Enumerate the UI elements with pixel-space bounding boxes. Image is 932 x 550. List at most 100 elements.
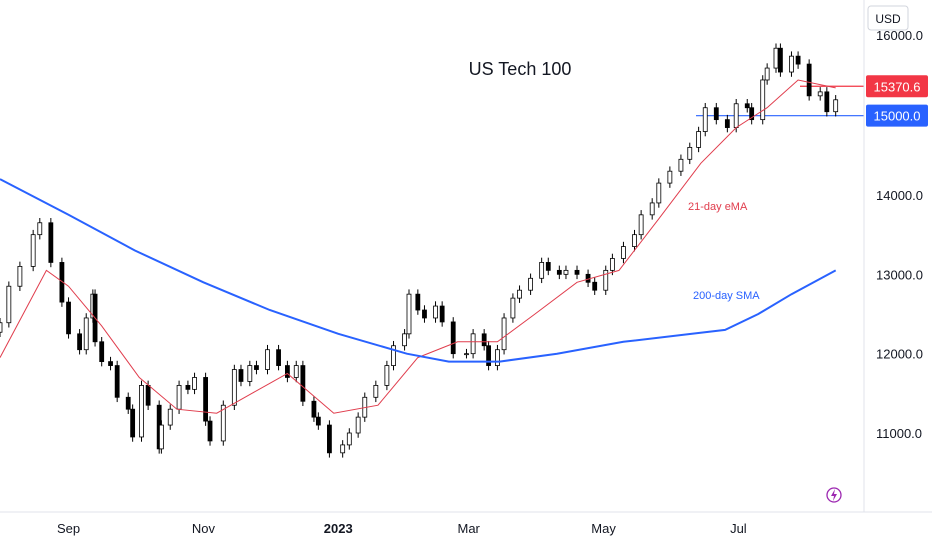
- x-tick-label: May: [591, 521, 616, 536]
- candle: [373, 384, 379, 398]
- candle: [773, 47, 779, 69]
- candle: [77, 333, 82, 351]
- candle: [276, 349, 281, 366]
- candle: [833, 99, 839, 113]
- candle: [99, 341, 105, 362]
- time-axis[interactable]: Sep Nov 2023 Mar May Jul: [57, 521, 747, 536]
- candle: [638, 214, 644, 236]
- candle: [384, 365, 390, 386]
- candle: [185, 384, 191, 390]
- x-tick-label: Jul: [730, 521, 747, 536]
- candle: [539, 262, 545, 279]
- candle: [678, 158, 684, 172]
- candle: [6, 285, 12, 324]
- candle: [439, 305, 445, 323]
- candle: [592, 281, 598, 291]
- candle: [340, 444, 346, 454]
- candle: [556, 269, 562, 275]
- candle: [778, 47, 783, 73]
- candle: [667, 170, 673, 184]
- sma-annotation: 200-day SMA: [693, 290, 760, 302]
- candle: [501, 317, 507, 351]
- x-tick-label: 2023: [324, 521, 353, 536]
- candle: [486, 345, 491, 366]
- price-badge-label: 15000.0: [874, 109, 921, 124]
- currency-label: USD: [875, 12, 901, 26]
- y-tick-label: 13000.0: [876, 267, 923, 282]
- candle: [83, 317, 89, 351]
- candle: [254, 365, 259, 370]
- candle: [656, 182, 662, 204]
- candle: [433, 305, 438, 319]
- candle: [789, 55, 794, 73]
- candle: [574, 269, 580, 275]
- candle: [125, 396, 131, 410]
- candle: [327, 424, 332, 454]
- candle: [315, 416, 321, 426]
- candle: [450, 321, 456, 355]
- y-tick-label-partial: 16000.0: [876, 28, 923, 43]
- x-tick-label: Mar: [457, 521, 480, 536]
- currency-box[interactable]: USD: [867, 5, 909, 31]
- candle: [649, 202, 655, 216]
- candle: [130, 408, 136, 438]
- plot-area: [0, 43, 864, 458]
- candle: [66, 301, 71, 335]
- candle: [724, 119, 730, 128]
- candle: [37, 222, 43, 236]
- candle: [59, 262, 65, 303]
- price-axis[interactable]: 11000.0 12000.0 13000.0 14000.0 16000.0: [876, 28, 923, 441]
- candle: [764, 67, 770, 81]
- price-line-badges: 15370.6 15000.0: [866, 75, 928, 127]
- candle: [621, 246, 626, 259]
- candle: [687, 146, 693, 160]
- candle: [48, 222, 54, 263]
- candle: [238, 369, 244, 382]
- candle: [346, 432, 352, 446]
- candle: [158, 424, 164, 450]
- candle: [824, 91, 830, 113]
- candle: [806, 63, 812, 97]
- candle: [481, 333, 487, 347]
- candle: [391, 345, 396, 366]
- candle: [733, 103, 739, 128]
- candle: [108, 361, 113, 366]
- chart-title: US Tech 100: [469, 59, 572, 79]
- candle: [247, 365, 253, 382]
- candle: [285, 365, 290, 378]
- x-tick-label: Nov: [192, 521, 216, 536]
- candle: [632, 234, 637, 247]
- x-tick-label: Sep: [57, 521, 80, 536]
- candle: [760, 79, 766, 121]
- candle: [220, 404, 226, 442]
- candle: [702, 107, 708, 132]
- sma-200-line: [0, 178, 837, 363]
- lightning-icon[interactable]: [826, 487, 842, 503]
- candle: [0, 322, 3, 333]
- candle: [713, 107, 719, 121]
- candle: [293, 365, 299, 378]
- candle: [517, 289, 522, 299]
- candle: [470, 333, 476, 355]
- candle: [406, 293, 412, 335]
- candle: [510, 297, 516, 319]
- candle: [311, 400, 317, 418]
- candle: [696, 131, 702, 148]
- candle: [749, 107, 755, 121]
- candle: [17, 265, 23, 287]
- candle: [528, 277, 533, 291]
- price-badge-label: 15370.6: [874, 79, 921, 94]
- y-tick-label: 12000.0: [876, 347, 923, 362]
- price-badge: [866, 75, 928, 98]
- candle: [603, 269, 609, 291]
- candle: [817, 91, 823, 97]
- candle: [30, 234, 36, 267]
- candle: [167, 408, 173, 426]
- candle: [207, 420, 213, 442]
- ema-annotation: 21-day eMA: [688, 201, 748, 213]
- candle: [563, 269, 569, 275]
- candle: [203, 377, 209, 422]
- candle: [192, 377, 197, 390]
- candle: [609, 258, 615, 271]
